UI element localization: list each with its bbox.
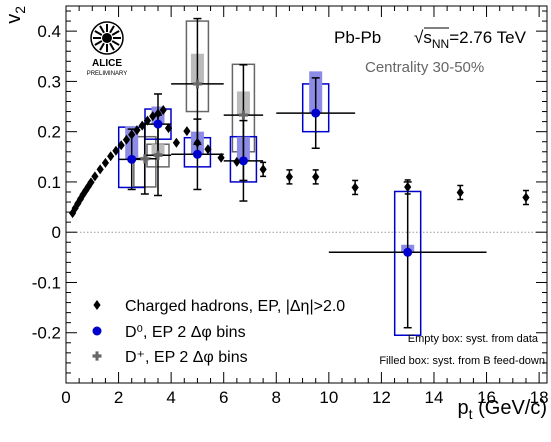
charged-hadron-point	[259, 164, 267, 175]
x-tick-label: 8	[272, 388, 281, 407]
charged-hadron-point	[217, 152, 225, 163]
alice-logo-spoke	[109, 42, 115, 51]
charged-hadron-point	[183, 126, 191, 137]
centrality-label: Centrality 30-50%	[365, 59, 484, 76]
charged-hadron-point	[96, 164, 104, 175]
y-tick-label: 0.2	[37, 123, 61, 142]
charged-hadron-point	[107, 151, 115, 162]
charged-hadron-point	[117, 140, 125, 151]
legend-label: D⁰, EP 2 Δφ bins	[125, 324, 246, 341]
y-tick-label: 0.1	[37, 173, 61, 192]
x-tick-label: 0	[61, 388, 70, 407]
charged-hadron-point	[122, 134, 131, 145]
x-tick-label: 18	[530, 388, 549, 407]
charged-hadron-point	[351, 182, 359, 193]
x-tick-label: 12	[372, 388, 391, 407]
charged-hadron-point	[172, 137, 180, 148]
alice-logo-spoke	[94, 30, 103, 36]
dplus-point	[153, 150, 163, 160]
charged-hadron-point	[164, 123, 173, 134]
y-tick-label: 0	[52, 223, 61, 242]
charged-hadron-point	[138, 120, 146, 131]
x-tick-label: 14	[425, 388, 444, 407]
plot-frame	[65, 5, 548, 384]
charged-hadron-point	[233, 156, 241, 167]
charged-hadron-point	[193, 137, 202, 148]
x-tick-label: 6	[219, 388, 228, 407]
legend-marker-cross	[92, 351, 102, 361]
charged-hadron-point	[76, 194, 85, 205]
d0-point	[153, 119, 163, 129]
charged-hadron-point	[522, 192, 530, 203]
x-tick-label: 10	[319, 388, 338, 407]
dplus-point	[238, 110, 248, 120]
charged-hadron-point	[91, 171, 99, 182]
x-tick-label: 2	[114, 388, 123, 407]
system-label: Pb-Pb	[334, 28, 381, 47]
energy-label: √sNN=2.76 TeV	[414, 28, 527, 51]
y-tick-label: -0.1	[32, 273, 61, 292]
note-filled-box: Filled box: syst. from B feed-down	[379, 355, 545, 367]
alice-logo-spoke	[99, 42, 105, 51]
d0-point	[238, 156, 248, 166]
charged-hadron-point	[204, 144, 212, 155]
alice-logo-spoke	[99, 25, 105, 34]
charged-hadron-point	[87, 177, 95, 188]
d0-point	[192, 149, 202, 159]
alice-logo-subtext: PRELIMINARY	[87, 71, 128, 77]
alice-logo-core	[102, 33, 112, 43]
charged-hadron-point	[285, 171, 294, 182]
alice-logo-spoke	[111, 30, 120, 36]
y-tick-label: 0.4	[37, 22, 61, 41]
d0-point	[127, 154, 137, 164]
dplus-point	[192, 79, 202, 89]
charged-hadron-point	[312, 171, 320, 182]
charged-hadron-point	[159, 105, 167, 116]
charged-hadron-point	[128, 129, 136, 140]
y-tick-label: -0.2	[32, 324, 61, 343]
charged-hadron-point	[404, 181, 412, 192]
note-empty-box: Empty box: syst. from data	[408, 333, 539, 345]
legend-marker-diamond	[93, 300, 101, 310]
charged-hadron-point	[456, 187, 464, 198]
alice-logo-text: ALICE	[92, 58, 122, 69]
legend-label: D⁺, EP 2 Δφ bins	[125, 349, 248, 366]
charged-hadron-point	[112, 145, 120, 156]
alice-logo-spoke	[111, 40, 120, 46]
x-tick-label: 16	[477, 388, 496, 407]
y-tick-label: 0.3	[37, 72, 61, 91]
x-axis-title: pt (GeV/c)	[458, 397, 547, 422]
legend-marker-circle	[92, 326, 102, 336]
alice-logo-spoke	[94, 40, 103, 46]
charged-hadron-point	[133, 125, 141, 136]
d0-point	[403, 247, 413, 257]
alice-logo-spoke	[109, 25, 115, 34]
x-tick-label: 4	[166, 388, 175, 407]
charged-hadron-point	[79, 189, 87, 200]
charged-hadron-point	[143, 115, 152, 126]
y-axis-title: v2	[3, 6, 28, 24]
charged-hadron-point	[101, 157, 110, 168]
charged-hadron-point	[154, 108, 162, 119]
d0-point	[311, 108, 321, 118]
dplus-point	[140, 154, 150, 164]
legend-label: Charged hadrons, EP, |Δη|>2.0	[125, 298, 345, 315]
